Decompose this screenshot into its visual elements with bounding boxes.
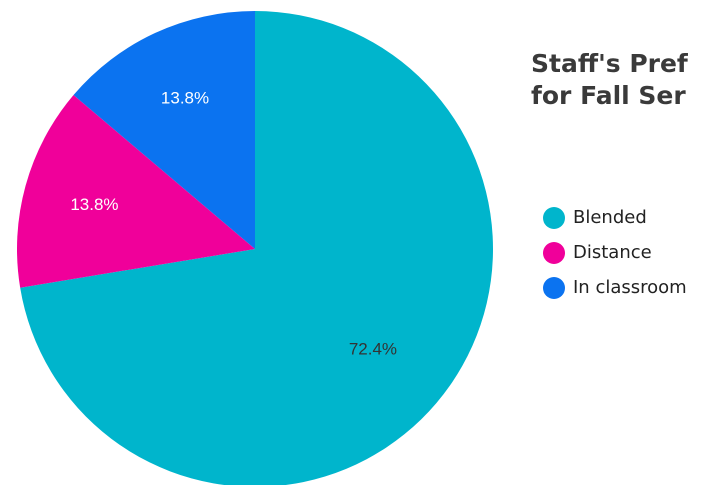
legend-swatch-in-classroom — [543, 276, 565, 299]
legend-item-in-classroom: In classroom — [543, 270, 687, 305]
pie-slice-in-classroom — [73, 11, 255, 249]
legend-label-blended: Blended — [573, 207, 647, 228]
legend-item-blended: Blended — [543, 200, 687, 235]
legend: Blended Distance In classroom — [543, 200, 687, 305]
legend-label-distance: Distance — [573, 242, 652, 263]
pie-slice-distance — [17, 95, 255, 288]
chart-title-line-2: for Fall Ser — [531, 81, 686, 110]
chart-title-line-1: Staff's Pref — [531, 49, 688, 78]
pie-label-blended: 72.4% — [349, 340, 397, 359]
legend-item-distance: Distance — [543, 235, 687, 270]
pie-label-distance: 13.8% — [70, 195, 118, 214]
legend-swatch-distance — [543, 241, 565, 264]
pie-slice-blended — [20, 11, 493, 485]
chart-title: Staff's Pref for Fall Ser — [531, 48, 709, 112]
legend-label-in-classroom: In classroom — [573, 277, 687, 298]
legend-swatch-blended — [543, 206, 565, 229]
pie-label-in-classroom: 13.8% — [161, 88, 209, 107]
